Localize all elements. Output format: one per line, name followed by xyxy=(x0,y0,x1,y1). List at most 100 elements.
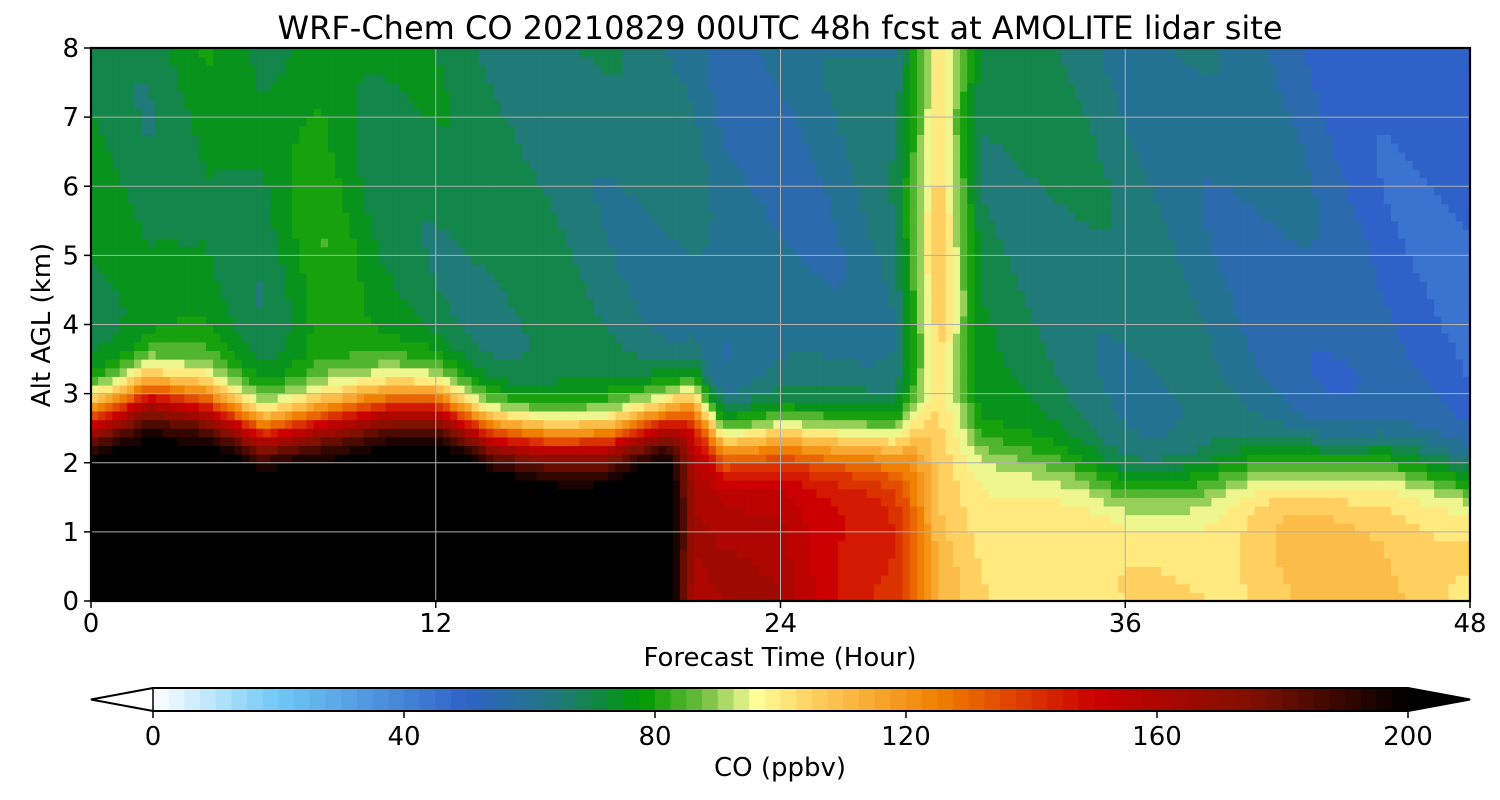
contour-cell xyxy=(486,238,494,248)
contour-cell xyxy=(363,272,372,282)
contour-cell xyxy=(529,350,537,360)
contour-cell xyxy=(270,143,279,153)
contour-cell xyxy=(442,264,451,274)
contour-cell xyxy=(126,350,135,360)
contour-cell xyxy=(593,65,602,75)
contour-cell xyxy=(349,410,358,421)
contour-cell xyxy=(378,194,387,205)
contour-cell xyxy=(349,143,358,153)
contour-cell xyxy=(342,488,351,498)
contour-cell xyxy=(486,281,494,291)
contour-cell xyxy=(134,289,142,300)
contour-cell xyxy=(529,65,537,75)
contour-cell xyxy=(91,419,99,429)
contour-cell xyxy=(227,255,236,265)
contour-cell xyxy=(600,134,609,144)
contour-cell xyxy=(227,471,236,481)
contour-cell xyxy=(478,108,487,118)
contour-cell xyxy=(392,315,401,326)
contour-cell xyxy=(385,272,394,282)
contour-cell xyxy=(256,393,264,403)
contour-cell xyxy=(615,160,624,170)
contour-cell xyxy=(579,402,588,412)
contour-cell xyxy=(521,367,530,377)
contour-cell xyxy=(141,212,150,222)
contour-cell xyxy=(342,298,351,308)
contour-cell xyxy=(277,523,286,533)
contour-cell xyxy=(112,583,121,593)
contour-cell xyxy=(622,82,631,92)
contour-cell xyxy=(184,48,193,58)
contour-cell xyxy=(356,324,365,334)
contour-cell xyxy=(177,177,185,187)
contour-cell xyxy=(126,359,135,369)
contour-cell xyxy=(644,428,652,438)
contour-cell xyxy=(529,117,537,127)
contour-cell xyxy=(126,454,135,464)
contour-cell xyxy=(320,160,329,170)
contour-cell xyxy=(126,264,135,274)
contour-cell xyxy=(162,488,171,498)
contour-cell xyxy=(234,134,243,144)
contour-cell xyxy=(608,151,616,161)
contour-cell xyxy=(126,238,135,248)
contour-cell xyxy=(593,168,602,179)
contour-cell xyxy=(148,91,157,101)
contour-cell xyxy=(550,151,559,161)
contour-cell xyxy=(155,82,164,92)
contour-cell xyxy=(428,384,437,395)
contour-cell xyxy=(399,298,408,308)
contour-cell xyxy=(392,514,401,524)
contour-cell xyxy=(198,410,207,421)
contour-cell xyxy=(126,289,135,300)
contour-cell xyxy=(385,65,394,75)
contour-cell xyxy=(105,497,114,507)
contour-cell xyxy=(105,445,114,455)
contour-cell xyxy=(414,134,422,144)
contour-cell xyxy=(507,583,516,593)
contour-cell xyxy=(407,480,415,490)
contour-cell xyxy=(608,307,616,317)
contour-cell xyxy=(335,255,343,265)
contour-cell xyxy=(392,117,401,127)
contour-cell xyxy=(292,108,300,118)
contour-cell xyxy=(421,454,430,464)
contour-cell xyxy=(450,410,458,421)
contour-cell xyxy=(148,238,157,248)
contour-cell xyxy=(385,454,394,464)
contour-cell xyxy=(450,194,458,205)
contour-cell xyxy=(205,480,214,490)
contour-cell xyxy=(608,454,616,464)
contour-cell xyxy=(112,255,121,265)
contour-cell xyxy=(428,307,437,317)
contour-cell xyxy=(98,281,106,291)
contour-cell xyxy=(629,471,638,481)
contour-cell xyxy=(629,592,638,601)
contour-cell xyxy=(557,488,566,498)
contour-cell xyxy=(565,341,573,352)
contour-cell xyxy=(191,108,200,118)
contour-cell xyxy=(636,229,645,239)
contour-cell xyxy=(205,471,214,481)
contour-cell xyxy=(572,168,580,179)
contour-cell xyxy=(363,324,372,334)
contour-cell xyxy=(478,557,487,568)
contour-cell xyxy=(636,194,645,205)
contour-cell xyxy=(478,384,487,395)
contour-cell xyxy=(457,324,466,334)
contour-cell xyxy=(543,488,552,498)
contour-cell xyxy=(622,203,631,213)
contour-cell xyxy=(170,410,178,421)
contour-cell xyxy=(105,505,114,516)
contour-cell xyxy=(98,505,106,516)
contour-cell xyxy=(500,238,509,248)
contour-cell xyxy=(342,445,351,455)
contour-cell xyxy=(371,203,379,213)
contour-cell xyxy=(428,117,437,127)
contour-cell xyxy=(428,255,437,265)
contour-cell xyxy=(177,307,185,317)
contour-cell xyxy=(220,583,229,593)
contour-cell xyxy=(119,65,128,75)
contour-cell xyxy=(227,272,236,282)
contour-cell xyxy=(263,376,272,386)
